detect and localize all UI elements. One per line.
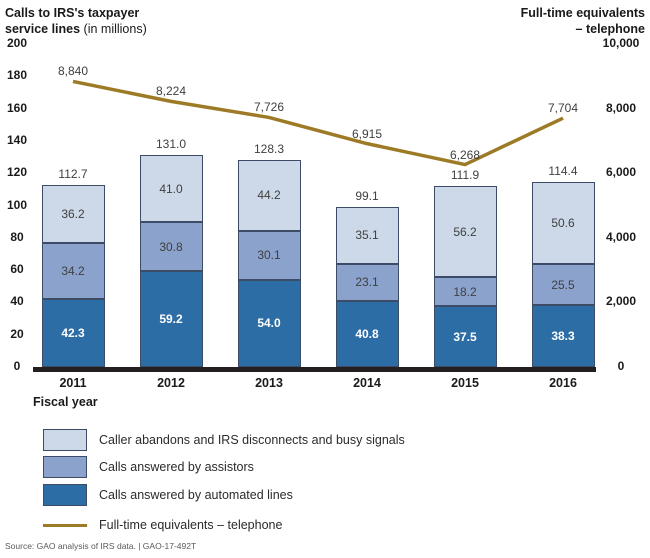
- y-axis-tick-right: 8,000: [605, 100, 637, 115]
- bar-segment: 25.5: [531, 263, 595, 306]
- bar-segment-value: 35.1: [355, 228, 379, 243]
- legend-label: Caller abandons and IRS disconnects and …: [99, 433, 405, 447]
- bar-segment-value: 38.3: [551, 329, 575, 344]
- bar-segment-value: 41.0: [159, 181, 183, 196]
- legend-color-swatch: [43, 484, 87, 506]
- y-axis-tick-left: 20: [10, 326, 24, 341]
- left-axis-title-line2-bold: service lines: [5, 22, 81, 36]
- bar-segment: 37.5: [433, 306, 497, 367]
- x-axis-baseline: [33, 367, 596, 372]
- right-axis-title-line1: Full-time equivalents: [520, 6, 645, 20]
- bar-segment-value: 34.2: [61, 264, 85, 279]
- x-axis-tick-year: 2013: [255, 376, 283, 390]
- bar-total-label: 114.4: [548, 164, 578, 179]
- bar-segment: 30.8: [139, 221, 203, 272]
- x-axis-tick-year: 2011: [59, 376, 87, 390]
- bar-segment: 18.2: [433, 277, 497, 307]
- y-axis-tick-left: 0: [13, 359, 21, 373]
- bar-segment-value: 30.1: [257, 248, 281, 263]
- fte-point-label: 7,704: [547, 101, 579, 116]
- y-axis-tick-left: 40: [10, 294, 24, 309]
- y-axis-tick-left: 100: [6, 197, 28, 212]
- y-axis-tick-right: 0: [617, 359, 625, 373]
- legend-item: Calls answered by assistors: [43, 456, 254, 478]
- bar-segment-value: 23.1: [355, 275, 379, 290]
- right-axis-title: Full-time equivalents – telephone: [521, 5, 645, 37]
- bar-segment: 40.8: [335, 301, 399, 367]
- bar-segment-value: 44.2: [257, 188, 281, 203]
- fte-point-label: 6,915: [351, 126, 383, 141]
- bar-segment: 36.2: [41, 184, 105, 244]
- bar-segment-value: 56.2: [453, 224, 477, 239]
- legend-item: Calls answered by automated lines: [43, 484, 293, 506]
- bar-total-label: 131.0: [155, 137, 187, 152]
- bar-segment-value: 40.8: [355, 327, 379, 342]
- y-axis-tick-left: 120: [6, 165, 28, 180]
- bar-segment-value: 25.5: [551, 277, 575, 292]
- legend-label: Calls answered by assistors: [99, 460, 254, 474]
- y-axis-tick-left: 180: [6, 68, 28, 83]
- left-axis-title: Calls to IRS's taxpayer service lines (i…: [5, 5, 147, 37]
- x-axis-tick-year: 2014: [353, 376, 381, 390]
- fte-point-label: 7,726: [253, 100, 285, 115]
- bar-segment: 44.2: [237, 159, 301, 232]
- y-axis-tick-left: 80: [10, 229, 24, 244]
- legend-label: Calls answered by automated lines: [99, 488, 293, 502]
- x-axis-tick-year: 2015: [451, 376, 479, 390]
- source-note: Source: GAO analysis of IRS data. | GAO-…: [5, 541, 197, 551]
- bar-segment-value: 30.8: [159, 239, 183, 254]
- legend-line-swatch: [43, 523, 87, 527]
- bar-total-label: 99.1: [355, 189, 379, 204]
- bar-total-label: 111.9: [450, 168, 480, 183]
- bar-segment: 30.1: [237, 231, 301, 280]
- bar-segment-value: 42.3: [61, 325, 85, 340]
- x-axis-label: Fiscal year: [33, 395, 98, 409]
- bar-segment: 35.1: [335, 207, 399, 264]
- y-axis-tick-right: 2,000: [605, 294, 637, 309]
- bar-segment-value: 18.2: [453, 284, 477, 299]
- bar-segment: 23.1: [335, 263, 399, 302]
- left-axis-title-line1: Calls to IRS's taxpayer: [5, 6, 140, 20]
- bar-total-label: 128.3: [253, 141, 285, 156]
- y-axis-tick-left: 160: [6, 100, 28, 115]
- fte-point-label: 8,224: [155, 84, 187, 99]
- bar-segment: 50.6: [531, 182, 595, 264]
- bar-segment-value: 36.2: [61, 207, 85, 222]
- bar-segment: 34.2: [41, 243, 105, 299]
- fte-point-label: 8,840: [57, 64, 89, 79]
- bar-total-label: 112.7: [58, 166, 88, 181]
- y-axis-tick-left: 60: [10, 262, 24, 277]
- legend-item: Full-time equivalents – telephone: [43, 514, 282, 536]
- bar-segment: 42.3: [41, 298, 105, 367]
- legend-item: Caller abandons and IRS disconnects and …: [43, 429, 405, 451]
- y-axis-tick-left: 200: [6, 36, 28, 50]
- bar-segment: 54.0: [237, 279, 301, 367]
- y-axis-tick-right: 10,000: [602, 36, 640, 50]
- bar-segment: 56.2: [433, 186, 497, 278]
- x-axis-tick-year: 2016: [549, 376, 577, 390]
- bar-segment: 41.0: [139, 155, 203, 222]
- y-axis-tick-right: 4,000: [605, 229, 637, 244]
- y-axis-tick-right: 6,000: [605, 165, 637, 180]
- left-axis-title-units: (in millions): [80, 22, 147, 36]
- right-axis-title-line2: – telephone: [575, 22, 645, 36]
- legend-color-swatch: [43, 456, 87, 478]
- bar-segment-value: 54.0: [257, 316, 281, 331]
- bar-segment: 38.3: [531, 305, 595, 367]
- bar-segment: 59.2: [139, 271, 203, 367]
- x-axis-tick-year: 2012: [157, 376, 185, 390]
- bar-segment-value: 50.6: [551, 216, 575, 231]
- legend-label: Full-time equivalents – telephone: [99, 518, 283, 532]
- y-axis-tick-left: 140: [6, 132, 28, 147]
- bar-segment-value: 59.2: [159, 312, 183, 327]
- legend-color-swatch: [43, 429, 87, 451]
- fte-point-label: 6,268: [449, 147, 481, 162]
- bar-segment-value: 37.5: [453, 329, 477, 344]
